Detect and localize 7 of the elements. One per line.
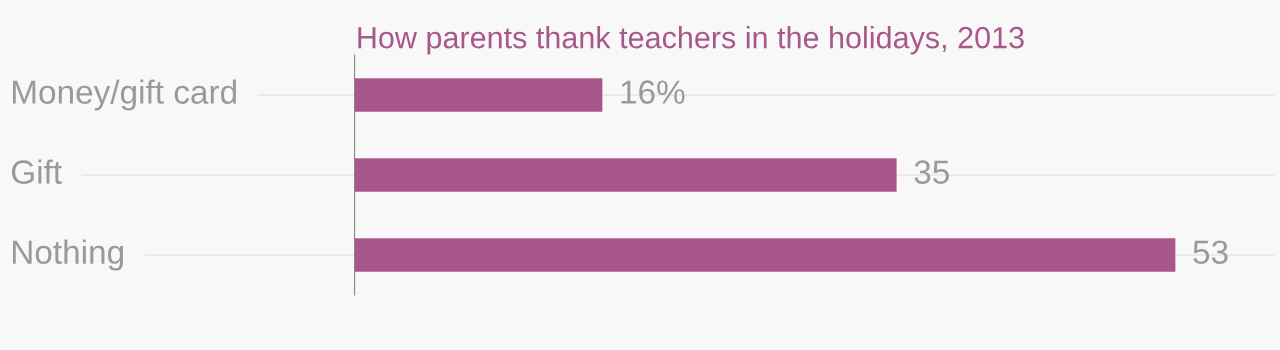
y-tick-label: Nothing <box>12 239 123 271</box>
chart-title: How parents thank teachers in the holidays, 2013 <box>358 26 1024 55</box>
y-tick-label: Money/gift card <box>12 79 236 111</box>
data-label: 35 <box>914 160 949 184</box>
data-label: 16% <box>621 80 685 104</box>
y-tick-label: Gift <box>11 159 62 184</box>
data-label: 53 <box>1193 240 1228 264</box>
